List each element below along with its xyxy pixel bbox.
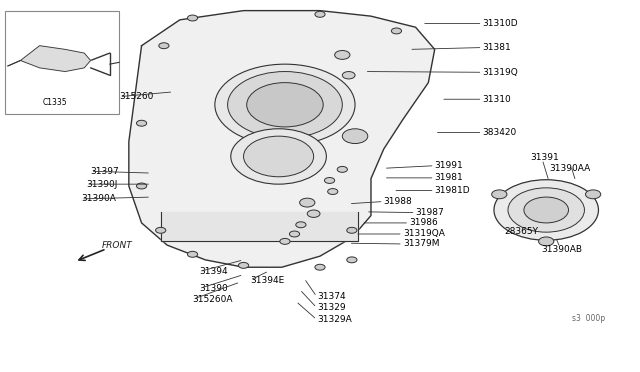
Circle shape	[156, 227, 166, 233]
Text: 31329A: 31329A	[317, 315, 351, 324]
Circle shape	[239, 262, 248, 268]
Text: 31981: 31981	[435, 173, 463, 182]
Circle shape	[347, 257, 357, 263]
Text: 31319Q: 31319Q	[483, 68, 518, 77]
Text: 31381: 31381	[483, 43, 511, 52]
Circle shape	[296, 222, 306, 228]
Circle shape	[342, 71, 355, 79]
Text: 31394E: 31394E	[250, 276, 284, 285]
Circle shape	[328, 189, 338, 195]
Text: 31390AA: 31390AA	[549, 164, 591, 173]
Text: 315260A: 315260A	[193, 295, 233, 304]
Text: 31319QA: 31319QA	[403, 230, 445, 238]
Circle shape	[347, 227, 357, 233]
Text: 31987: 31987	[415, 208, 444, 217]
Text: 31390A: 31390A	[81, 195, 116, 203]
Text: 31391: 31391	[531, 153, 559, 162]
Circle shape	[524, 197, 568, 223]
Circle shape	[342, 129, 368, 144]
Circle shape	[508, 188, 584, 232]
Text: 31394: 31394	[199, 267, 228, 276]
Circle shape	[337, 166, 348, 172]
Text: 31310D: 31310D	[483, 19, 518, 28]
Text: 31981D: 31981D	[435, 186, 470, 195]
Circle shape	[494, 180, 598, 240]
Circle shape	[315, 12, 325, 17]
Circle shape	[188, 15, 198, 21]
Text: 31397: 31397	[91, 167, 119, 176]
Ellipse shape	[215, 64, 355, 145]
Text: 31988: 31988	[384, 197, 412, 206]
Text: 31390: 31390	[199, 284, 228, 293]
FancyBboxPatch shape	[4, 11, 119, 114]
Text: 31379M: 31379M	[403, 240, 439, 248]
Polygon shape	[129, 11, 435, 267]
Circle shape	[280, 238, 290, 244]
Text: FRONT: FRONT	[102, 241, 133, 250]
Polygon shape	[161, 212, 358, 241]
Text: 28365Y: 28365Y	[505, 227, 539, 235]
Circle shape	[324, 177, 335, 183]
Text: 31310: 31310	[483, 95, 511, 104]
Text: s3  000p: s3 000p	[572, 314, 605, 323]
Circle shape	[492, 190, 507, 199]
Text: 383420: 383420	[483, 128, 516, 137]
Text: 31374: 31374	[317, 292, 346, 301]
Circle shape	[586, 190, 601, 199]
Text: 31986: 31986	[409, 218, 438, 227]
Polygon shape	[20, 46, 91, 71]
Ellipse shape	[228, 71, 342, 138]
Text: 315260: 315260	[119, 92, 154, 101]
Text: C1335: C1335	[43, 99, 67, 108]
Circle shape	[136, 120, 147, 126]
Circle shape	[300, 198, 315, 207]
Circle shape	[315, 264, 325, 270]
Circle shape	[159, 43, 169, 49]
Ellipse shape	[244, 136, 314, 177]
Circle shape	[289, 231, 300, 237]
Text: 31390AB: 31390AB	[541, 245, 582, 254]
Ellipse shape	[231, 129, 326, 184]
Text: 31991: 31991	[435, 161, 463, 170]
Circle shape	[188, 251, 198, 257]
Text: 31329: 31329	[317, 303, 346, 312]
Circle shape	[539, 237, 554, 246]
Circle shape	[392, 28, 401, 34]
Circle shape	[335, 51, 350, 60]
Text: 31390J: 31390J	[86, 180, 118, 189]
Circle shape	[136, 183, 147, 189]
Ellipse shape	[246, 83, 323, 127]
Circle shape	[307, 210, 320, 217]
